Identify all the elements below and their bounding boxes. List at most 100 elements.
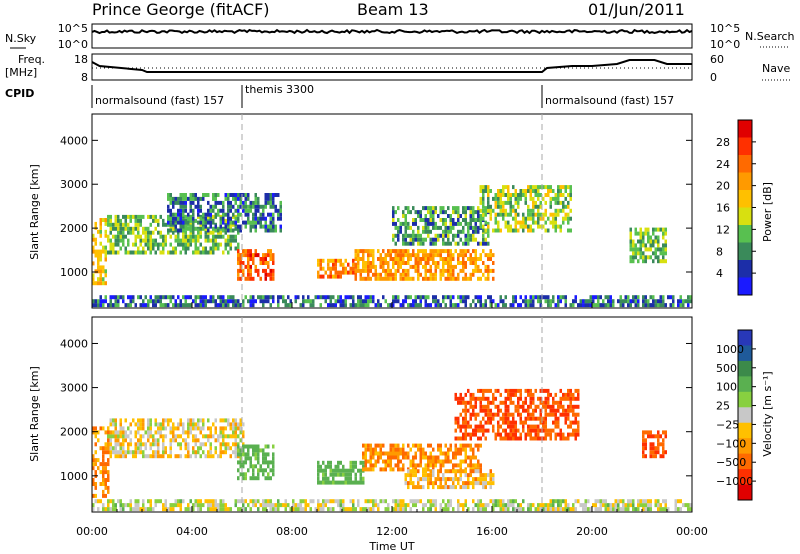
heatmap-cell xyxy=(377,459,380,464)
heatmap-cell xyxy=(149,499,152,504)
heatmap-cell xyxy=(567,436,570,441)
heatmap-cell xyxy=(359,272,362,277)
heatmap-cell xyxy=(172,230,175,235)
heatmap-cell xyxy=(647,303,650,308)
heatmap-cell xyxy=(199,454,202,459)
heatmap-cell xyxy=(527,224,530,229)
heatmap-cell xyxy=(439,268,442,273)
heatmap-cell xyxy=(214,438,217,443)
heatmap-cell xyxy=(417,499,420,504)
nsky-label: N.Sky xyxy=(5,32,37,45)
heatmap-cell xyxy=(124,234,127,239)
heatmap-cell xyxy=(327,480,330,485)
heatmap-cell xyxy=(207,434,210,439)
heatmap-cell xyxy=(202,503,205,508)
heatmap-cell xyxy=(234,446,237,451)
heatmap-cell xyxy=(229,234,232,239)
heatmap-cell xyxy=(662,454,665,459)
heatmap-cell xyxy=(544,295,547,300)
heatmap-cell xyxy=(234,434,237,439)
heatmap-cell xyxy=(527,432,530,437)
velocity-ylabel: Slant Range [km] xyxy=(28,366,41,462)
heatmap-cell xyxy=(212,434,215,439)
heatmap-cell xyxy=(497,303,500,308)
heatmap-cell xyxy=(99,303,102,308)
heatmap-cell xyxy=(502,507,505,512)
heatmap-cell xyxy=(234,430,237,435)
heatmap-cell xyxy=(472,237,475,242)
heatmap-cell xyxy=(464,264,467,269)
heatmap-cell xyxy=(524,303,527,308)
date-title: 01/Jun/2011 xyxy=(588,0,685,19)
heatmap-cell xyxy=(474,264,477,269)
heatmap-cell xyxy=(107,474,110,478)
heatmap-cell xyxy=(319,295,322,300)
cpid-entry: normalsound (fast) 157 xyxy=(95,94,224,107)
heatmap-cell xyxy=(232,422,235,427)
heatmap-cell xyxy=(644,255,647,260)
heatmap-cell xyxy=(419,477,422,482)
heatmap-cell xyxy=(287,295,290,300)
heatmap-cell xyxy=(177,442,180,447)
heatmap-cell xyxy=(664,231,667,236)
heatmap-cell xyxy=(504,388,507,393)
heatmap-cell xyxy=(127,226,130,231)
heatmap-cell xyxy=(284,303,287,308)
heatmap-cell xyxy=(349,468,352,473)
heatmap-cell xyxy=(507,404,510,409)
heatmap-cell xyxy=(374,264,377,269)
heatmap-cell xyxy=(502,436,505,441)
heatmap-cell xyxy=(104,485,107,490)
heatmap-cell xyxy=(107,489,110,494)
heatmap-cell xyxy=(519,388,522,393)
heatmap-cell xyxy=(379,443,382,448)
heatmap-cell xyxy=(94,299,97,304)
heatmap-cell xyxy=(372,295,375,300)
heatmap-cell xyxy=(207,208,210,213)
heatmap-cell xyxy=(269,507,272,512)
heatmap-cell xyxy=(662,438,665,443)
heatmap-cell xyxy=(147,426,150,431)
heatmap-cell xyxy=(207,200,210,205)
heatmap-cell xyxy=(209,250,212,255)
heatmap-cell xyxy=(237,422,240,427)
heatmap-cell xyxy=(679,295,682,300)
heatmap-cell xyxy=(532,303,535,308)
heatmap-cell xyxy=(104,478,107,482)
heatmap-cell xyxy=(149,507,152,512)
heatmap-cell xyxy=(144,442,147,447)
heatmap-cell xyxy=(232,214,235,219)
heatmap-cell xyxy=(379,447,382,452)
heatmap-cell xyxy=(684,299,687,304)
heatmap-cell xyxy=(182,193,185,197)
heatmap-cell xyxy=(662,235,665,240)
heatmap-cell xyxy=(252,295,255,300)
heatmap-cell xyxy=(474,503,477,508)
heatmap-cell xyxy=(347,480,350,485)
heatmap-cell xyxy=(237,499,240,504)
heatmap-cell xyxy=(429,221,432,226)
heatmap-cell xyxy=(197,499,200,504)
heatmap-cell xyxy=(409,210,412,215)
heatmap-cell xyxy=(359,299,362,304)
heatmap-cell xyxy=(102,482,105,486)
heatmap-cell xyxy=(417,210,420,215)
heatmap-cell xyxy=(92,462,95,467)
heatmap-cell xyxy=(417,229,420,234)
heatmap-cell xyxy=(527,189,530,193)
heatmap-cell xyxy=(154,438,157,443)
heatmap-cell xyxy=(499,392,502,397)
x-tick-label: 00:00 xyxy=(676,525,708,538)
heatmap-cell xyxy=(639,231,642,236)
heatmap-cell xyxy=(367,443,370,448)
heatmap-cell xyxy=(364,264,367,269)
heatmap-cell xyxy=(482,485,485,490)
heatmap-cell xyxy=(652,239,655,244)
heatmap-cell xyxy=(94,430,97,435)
heatmap-cell xyxy=(569,228,572,233)
heatmap-cell xyxy=(247,448,250,453)
heatmap-cell xyxy=(457,206,460,211)
heatmap-cell xyxy=(369,261,372,265)
power-heatmap xyxy=(92,185,692,308)
heatmap-cell xyxy=(594,507,597,512)
